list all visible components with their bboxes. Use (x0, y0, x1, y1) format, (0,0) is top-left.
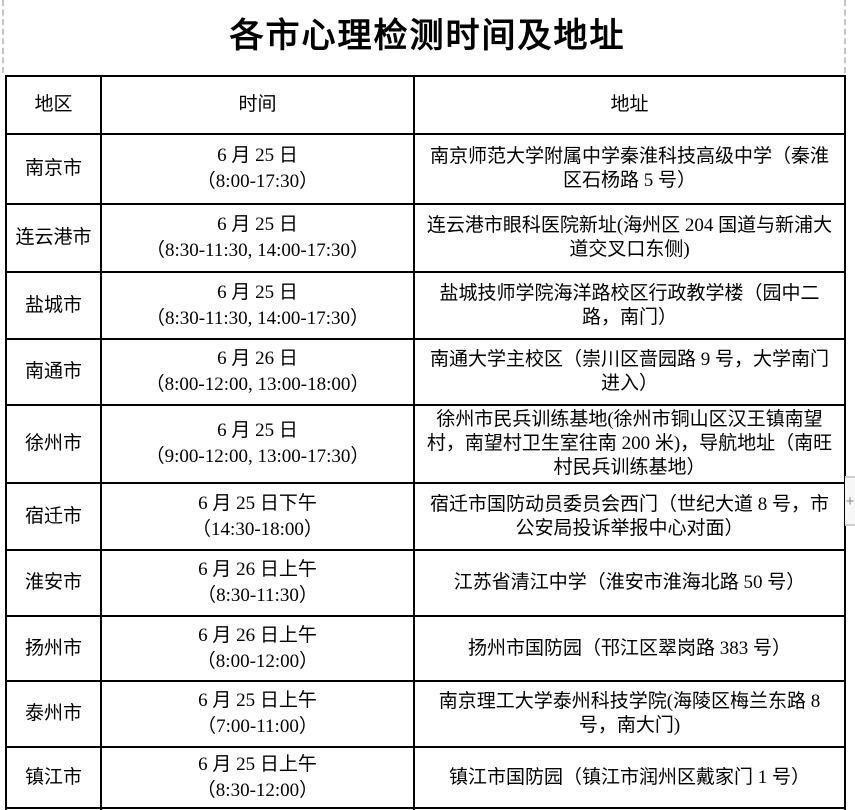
time-cell: 6 月 26 日上午 （8:30-11:30） (100, 549, 415, 617)
time-cell: 6 月 25 日 （8:30-11:30, 14:00-17:30） (100, 203, 415, 273)
address-cell: 扬州市国防园（邗江区翠岗路 383 号） (413, 615, 846, 682)
address-cell: 宿迁市国防动员委员会西门（世纪大道 8 号，市公安局投诉举报中心对面） (413, 482, 846, 551)
text-boundary-left-dashed (2, 0, 4, 73)
address-cell: 盐城技师学院海洋路校区行政教学楼（园中二路，南门） (413, 271, 846, 340)
region-cell: 宿迁市 (5, 482, 102, 551)
time-hours: （7:00-11:00） (197, 716, 318, 737)
address-cell: 南通大学主校区（崇川区啬园路 9 号，大学南门进入） (413, 338, 846, 406)
time-cell: 6 月 25 日上午 （7:00-11:00） (100, 680, 415, 748)
region-cell: 盐城市 (5, 271, 102, 340)
schedule-table: 地区 时间 地址 南京市 6 月 25 日 （8:00-17:30） 南京师范大… (5, 75, 846, 810)
address-cell: 连云港市眼科医院新址(海州区 204 国道与新浦大道交叉口东侧) (413, 203, 846, 273)
time-hours: （8:30-11:30） (197, 585, 318, 606)
header-time: 时间 (100, 75, 415, 135)
time-hours: （8:00-17:30） (196, 171, 319, 192)
region-cell: 南通市 (5, 338, 102, 406)
table-row-yancheng: 盐城市 6 月 25 日 （8:30-11:30, 14:00-17:30） 盐… (5, 271, 846, 340)
time-date: 6 月 25 日 (217, 214, 298, 235)
time-date: 6 月 25 日下午 (198, 492, 317, 514)
header-region: 地区 (5, 75, 102, 135)
time-cell: 6 月 25 日 （8:30-11:30, 14:00-17:30） (100, 271, 415, 340)
time-date: 6 月 25 日 (217, 145, 298, 166)
table-row-nanjing: 南京市 6 月 25 日 （8:00-17:30） 南京师范大学附属中学秦淮科技… (5, 133, 846, 205)
table-row-nantong: 南通市 6 月 26 日 （8:00-12:00, 13:00-18:00） 南… (5, 338, 846, 406)
time-hours: （8:30-12:00） (196, 779, 319, 801)
table-row-huaian: 淮安市 6 月 26 日上午 （8:30-11:30） 江苏省清江中学（淮安市淮… (5, 549, 846, 617)
table-header-row: 地区 时间 地址 (5, 75, 846, 135)
region-cell: 扬州市 (5, 615, 102, 682)
region-cell: 镇江市 (5, 746, 102, 809)
time-hours: （14:30-18:00） (192, 518, 323, 540)
page-title: 各市心理检测时间及地址 (229, 18, 626, 55)
region-cell: 泰州市 (5, 680, 102, 748)
region-cell: 徐州市 (5, 404, 102, 484)
time-hours: （8:00-12:00） (196, 650, 319, 672)
table-row-yangzhou: 扬州市 6 月 26 日上午 （8:00-12:00） 扬州市国防园（邗江区翠岗… (5, 615, 846, 682)
table-row-xuzhou: 徐州市 6 月 25 日 （9:00-12:00, 13:00-17:30） 徐… (5, 404, 846, 484)
empty-cell (413, 807, 846, 810)
time-hours: （9:00-12:00, 13:00-17:30） (145, 446, 370, 467)
region-cell: 淮安市 (5, 549, 102, 617)
time-date: 6 月 26 日上午 (198, 559, 317, 580)
address-cell: 镇江市国防园（镇江市润州区戴家门 1 号） (413, 746, 846, 809)
address-cell: 南京师范大学附属中学秦淮科技高级中学（秦淮区石杨路 5 号） (413, 133, 846, 205)
table-row-partial-clipped (5, 807, 846, 810)
time-date: 6 月 26 日上午 (198, 624, 317, 646)
time-date: 6 月 25 日 (217, 420, 298, 441)
address-cell: 南京理工大学泰州科技学院(海陵区梅兰东路 8 号，南大门) (413, 680, 846, 748)
text-boundary-right-dashed (844, 0, 846, 73)
time-hours: （8:30-11:30, 14:00-17:30） (145, 307, 370, 329)
address-cell: 江苏省清江中学（淮安市淮海北路 50 号） (413, 549, 846, 617)
table-row-suqian: 宿迁市 6 月 25 日下午 （14:30-18:00） 宿迁市国防动员委员会西… (5, 482, 846, 551)
header-address: 地址 (413, 75, 846, 135)
time-cell: 6 月 26 日 （8:00-12:00, 13:00-18:00） (100, 338, 415, 406)
time-date: 6 月 25 日上午 (198, 753, 317, 775)
time-date: 6 月 26 日 (217, 348, 298, 369)
time-cell: 6 月 25 日上午 （8:30-12:00） (100, 746, 415, 809)
empty-cell (100, 807, 415, 810)
region-cell: 南京市 (5, 133, 102, 205)
time-cell: 6 月 25 日 （9:00-12:00, 13:00-17:30） (100, 404, 415, 484)
table-row-zhenjiang: 镇江市 6 月 25 日上午 （8:30-12:00） 镇江市国防园（镇江市润州… (5, 746, 846, 809)
time-cell: 6 月 25 日下午 （14:30-18:00） (100, 482, 415, 551)
time-hours: （8:30-11:30, 14:00-17:30） (145, 240, 370, 261)
address-cell: 徐州市民兵训练基地(徐州市铜山区汉王镇南望村，南望村卫生室往南 200 米)，导… (413, 404, 846, 484)
time-cell: 6 月 25 日 （8:00-17:30） (100, 133, 415, 205)
table-row-lianyungang: 连云港市 6 月 25 日 （8:30-11:30, 14:00-17:30） … (5, 203, 846, 273)
region-cell: 连云港市 (5, 203, 102, 273)
scroll-plus-handle[interactable]: + (845, 476, 855, 526)
time-cell: 6 月 26 日上午 （8:00-12:00） (100, 615, 415, 682)
table-row-taizhou: 泰州市 6 月 25 日上午 （7:00-11:00） 南京理工大学泰州科技学院… (5, 680, 846, 748)
plus-icon: + (845, 492, 855, 510)
time-date: 6 月 25 日上午 (198, 690, 317, 711)
empty-cell (5, 807, 102, 810)
time-date: 6 月 25 日 (217, 281, 298, 303)
time-hours: （8:00-12:00, 13:00-18:00） (145, 374, 370, 395)
